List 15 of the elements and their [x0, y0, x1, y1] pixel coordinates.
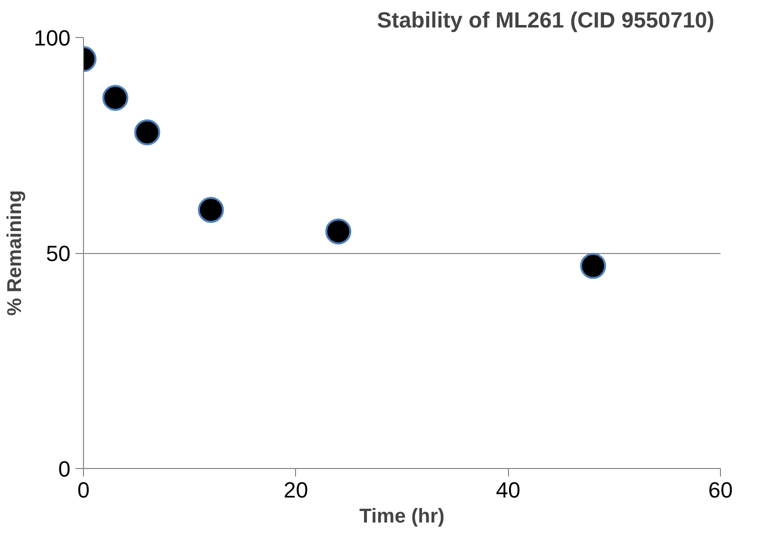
x-tick-label: 60: [708, 478, 733, 502]
x-tick-label: 40: [496, 478, 520, 502]
y-tick-label: 50: [46, 241, 71, 266]
point: [102, 84, 128, 111]
point: [134, 119, 160, 146]
chart-title: Stability of ML261 (CID 9550710): [376, 8, 714, 32]
x-axis-title: Time (hr): [359, 506, 445, 528]
x-tick-label: 20: [284, 478, 308, 502]
y-tick-label: 0: [58, 456, 71, 482]
x-tick-label: 0: [77, 478, 90, 502]
point: [198, 196, 224, 223]
y-tick-label: 100: [34, 26, 71, 50]
point: [580, 252, 606, 279]
y-axis-title: % Remaining: [4, 190, 26, 316]
point: [325, 218, 352, 244]
